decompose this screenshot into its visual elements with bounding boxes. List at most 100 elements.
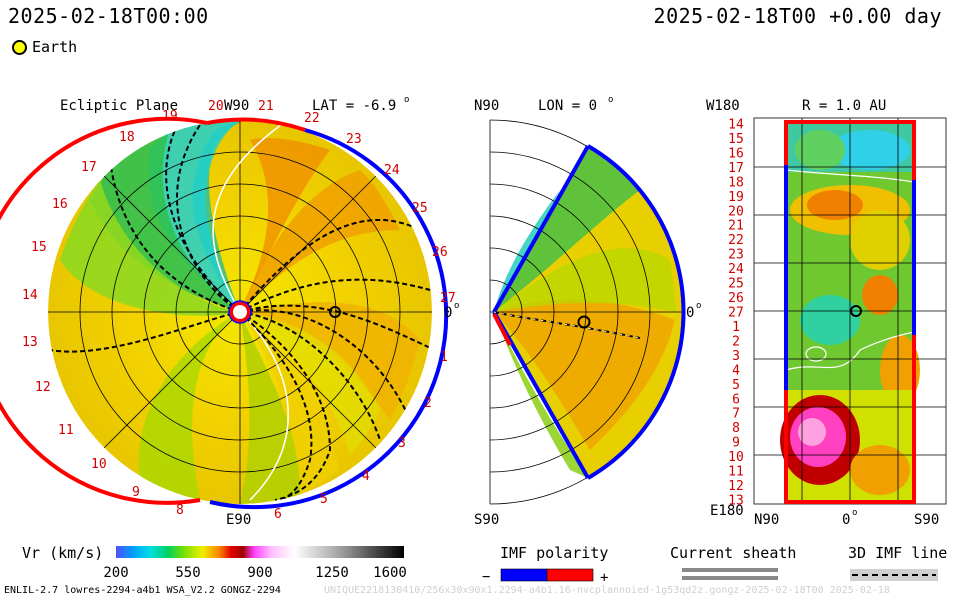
meridional-right-label: 0 (686, 305, 694, 321)
colorbar-ticks: 200 550 900 1250 1600 (103, 565, 407, 581)
map-row-label: 16 (728, 146, 744, 161)
ecliptic-rim-negative (209, 128, 449, 510)
ecliptic-tick-label: 6 (274, 507, 282, 522)
velocity-colorbar (116, 546, 404, 558)
map-row-label: 5 (732, 378, 740, 393)
ecliptic-carrington-labels: 14 15 16 17 18 19 20 21 13 12 11 10 9 8 … (22, 99, 456, 522)
header-left-time: 2025-02-18T00:00 (8, 4, 209, 28)
ecliptic-tick-label: 19 (162, 109, 178, 124)
colorbar-tick: 1250 (315, 565, 349, 581)
ecliptic-tick-label: 13 (22, 335, 38, 350)
map-row-label: 15 (728, 132, 744, 147)
colorbar-tick: 900 (247, 565, 272, 581)
map-row-label: 4 (732, 363, 740, 378)
sun-icon (229, 301, 251, 323)
meridional-lon-degree: o (608, 95, 613, 105)
map-x-label-s90: S90 (914, 512, 939, 528)
map-row-label: 14 (728, 118, 744, 133)
colorbar-tick: 200 (103, 565, 128, 581)
ecliptic-bottom-label: E90 (226, 512, 251, 528)
ecliptic-tick-label: 2 (424, 396, 432, 411)
imf-polarity-title: IMF polarity (500, 544, 608, 562)
ecliptic-tick-label: 27 (440, 291, 456, 306)
current-sheath-title: Current sheath (670, 544, 796, 562)
colorbar-label: Vr (km/s) (22, 544, 103, 562)
map-title: R = 1.0 AU (802, 98, 886, 114)
ecliptic-title: Ecliptic Plane (60, 98, 178, 114)
map-row-label: 6 (732, 392, 740, 407)
map-top-label: W180 (706, 98, 740, 114)
map-row-label: 13 (728, 494, 744, 509)
meridional-lon-label: LON = 0 (538, 98, 597, 114)
imf-polarity-plus: + (600, 570, 608, 586)
ecliptic-tick-label: 26 (432, 245, 448, 260)
map-row-label: 7 (732, 407, 740, 422)
ecliptic-tick-label: 23 (346, 132, 362, 147)
meridional-bottom-label: S90 (474, 512, 499, 528)
earth-legend-label: Earth (32, 38, 78, 56)
ecliptic-tick-label: 5 (320, 492, 328, 507)
ecliptic-tick-label: 17 (81, 160, 97, 175)
ecliptic-right-degree: o (454, 301, 459, 311)
ecliptic-tick-label: 10 (91, 457, 107, 472)
map-row-label: 2 (732, 334, 740, 349)
map-row-label: 10 (728, 450, 744, 465)
colorbar-tick: 1600 (373, 565, 407, 581)
header-right-time: 2025-02-18T00 +0.00 day (653, 4, 942, 28)
map-x-label-n90: N90 (754, 512, 779, 528)
map-row-label: 3 (732, 349, 740, 364)
map-x-label-degree: o (852, 508, 857, 518)
map-row-label: 8 (732, 421, 740, 436)
map-row-label: 22 (728, 233, 744, 248)
ecliptic-tick-label: 11 (58, 423, 74, 438)
map-row-label: 23 (728, 248, 744, 263)
map-row-label: 17 (728, 161, 744, 176)
earth-marker-map-icon (850, 305, 862, 317)
meridional-top-label: N90 (474, 98, 499, 114)
ecliptic-tick-label: 24 (384, 163, 400, 178)
ecliptic-tick-label: 21 (258, 99, 274, 114)
current-sheath-swatch (682, 568, 778, 572)
map-row-label: 1 (732, 320, 740, 335)
imf-polarity-minus: − (482, 569, 490, 585)
ecliptic-tick-label: 12 (35, 380, 51, 395)
ecliptic-lat-degree: o (404, 95, 409, 105)
ecliptic-tick-label: 14 (22, 288, 38, 303)
map-row-label: 21 (728, 219, 744, 234)
ecliptic-tick-label: 9 (132, 485, 140, 500)
ecliptic-tick-label: 1 (440, 350, 448, 365)
imf-polarity-negative-swatch (500, 568, 548, 582)
ecliptic-velocity-field (48, 120, 432, 504)
footer-run-id: UNIQUE2218130410/256x30x90x1.2294-a4b1.1… (324, 585, 890, 596)
earth-legend: Earth (12, 38, 77, 56)
map-row-label: 11 (728, 465, 744, 480)
map-bottom-left-label: E180 (710, 503, 744, 519)
ecliptic-tick-label: 3 (398, 436, 406, 451)
ecliptic-tick-label: 20 (208, 99, 224, 114)
ecliptic-tick-label: 15 (31, 240, 47, 255)
ecliptic-tick-label: 18 (119, 130, 135, 145)
map-row-label: 25 (728, 277, 744, 292)
ecliptic-lat-label: LAT = -6.9 (312, 98, 396, 114)
imf-polarity-positive-swatch (546, 568, 594, 582)
map-row-label: 19 (728, 190, 744, 205)
map-row-label: 20 (728, 204, 744, 219)
footer-model-info: ENLIL-2.7 lowres-2294-a4b1 WSA_V2.2 GONG… (4, 585, 281, 596)
earth-marker-meridional-icon (577, 315, 591, 329)
map-x-label-0: 0 (842, 512, 850, 528)
map-row-label: 9 (732, 436, 740, 451)
ecliptic-tick-label: 16 (52, 197, 68, 212)
ecliptic-right-label: 0 (444, 305, 452, 321)
ecliptic-tick-label: 25 (412, 201, 428, 216)
ecliptic-tick-label: 22 (304, 111, 320, 126)
map-row-label: 27 (728, 306, 744, 321)
earth-marker-icon (12, 39, 27, 55)
earth-marker-ecliptic-icon (329, 306, 341, 318)
colorbar-tick: 550 (175, 565, 200, 581)
ecliptic-rim-positive (0, 116, 208, 505)
map-row-label: 18 (728, 175, 744, 190)
ecliptic-top-label: W90 (224, 98, 249, 114)
meridional-right-degree: o (696, 301, 701, 311)
map-row-label: 26 (728, 291, 744, 306)
